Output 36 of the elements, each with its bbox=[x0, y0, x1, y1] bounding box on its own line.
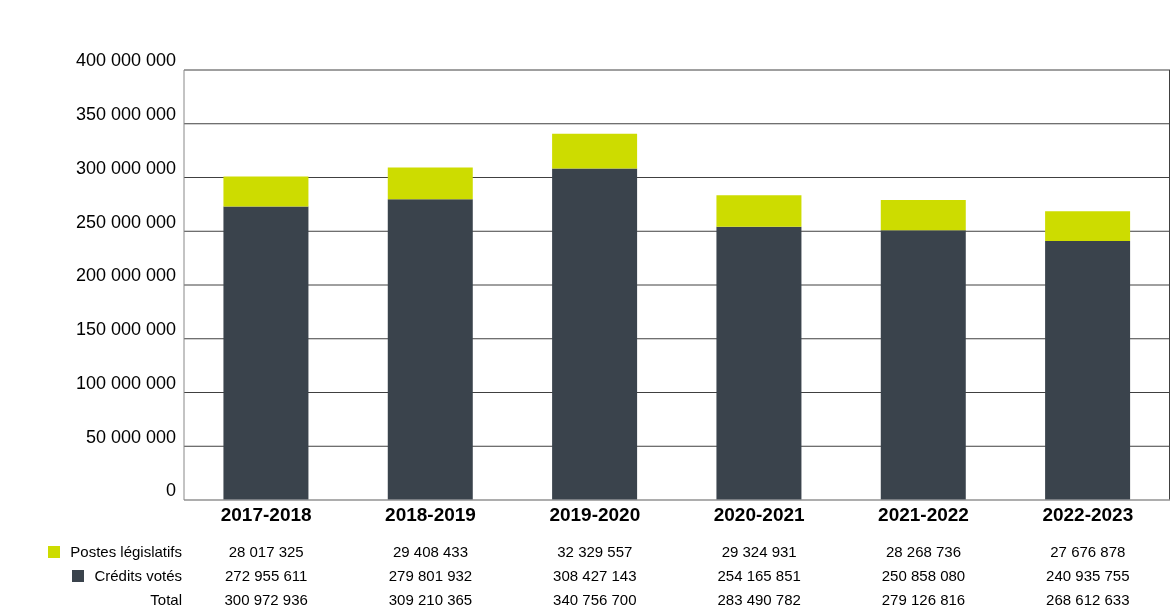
text: 283 490 782 bbox=[716, 591, 802, 608]
y-tick-label: 400 000 000 bbox=[75, 50, 176, 71]
data-label: 27 676 878 bbox=[1049, 543, 1127, 560]
x-tick-label: 2022-2023 bbox=[1042, 504, 1134, 526]
data-label: 29 408 433 bbox=[391, 543, 470, 560]
y-tick-label: 100 000 000 bbox=[75, 372, 176, 393]
y-tick-label: 50 000 000 bbox=[85, 426, 176, 447]
data-label: 250 858 080 bbox=[880, 567, 967, 584]
data-label: 308 427 143 bbox=[552, 567, 638, 584]
text: 340 756 700 bbox=[552, 591, 638, 608]
x-tick-label: 2019-2020 bbox=[549, 504, 641, 526]
x-tick-label: 2021-2022 bbox=[878, 504, 969, 526]
x-tick-label: 2017-2018 bbox=[220, 504, 312, 526]
data-label: 254 165 851 bbox=[716, 567, 802, 584]
y-tick-label: 150 000 000 bbox=[75, 319, 176, 340]
data-label: 28 017 325 bbox=[227, 543, 305, 560]
text: 300 972 936 bbox=[223, 591, 309, 608]
y-tick-label: 200 000 000 bbox=[75, 265, 176, 286]
data-label: 240 935 755 bbox=[1045, 567, 1131, 584]
y-tick-label: 0 bbox=[165, 480, 176, 501]
legend-label: Crédits votés bbox=[94, 567, 182, 584]
y-tick-label: 250 000 000 bbox=[75, 211, 176, 232]
text: 309 210 365 bbox=[387, 591, 474, 608]
data-label: 29 324 931 bbox=[720, 543, 798, 560]
data-label: 279 801 932 bbox=[387, 567, 474, 584]
data-label: 32 329 557 bbox=[556, 543, 634, 560]
text: Total bbox=[150, 591, 182, 608]
data-label: 272 955 611 bbox=[224, 567, 309, 584]
legend-label: Postes législatifs bbox=[70, 543, 182, 560]
text: 268 612 633 bbox=[1045, 591, 1131, 608]
x-tick-label: 2018-2019 bbox=[385, 504, 476, 526]
data-label: 28 268 736 bbox=[884, 543, 963, 560]
x-tick-label: 2020-2021 bbox=[713, 504, 806, 526]
y-tick-label: 300 000 000 bbox=[75, 157, 176, 178]
y-tick-label: 350 000 000 bbox=[75, 104, 176, 125]
text: 279 126 816 bbox=[880, 591, 967, 608]
